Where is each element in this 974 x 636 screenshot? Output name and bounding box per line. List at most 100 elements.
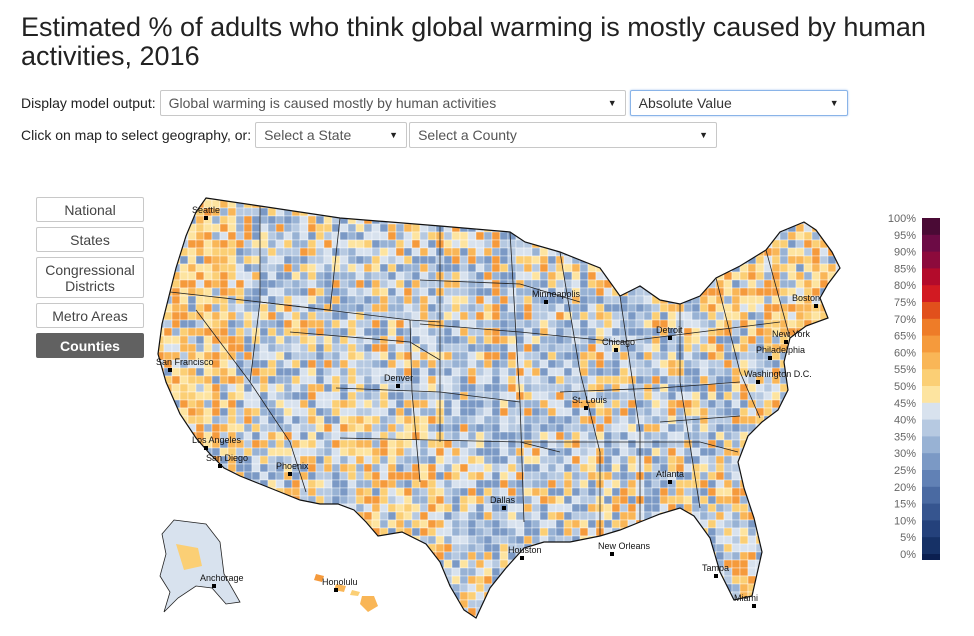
county-cell[interactable] xyxy=(555,463,565,473)
county-cell[interactable] xyxy=(419,263,429,273)
county-cell[interactable] xyxy=(379,303,389,313)
county-cell[interactable] xyxy=(323,519,333,529)
county-cell[interactable] xyxy=(291,351,301,361)
county-cell[interactable] xyxy=(707,199,717,209)
county-cell[interactable] xyxy=(555,399,565,409)
county-cell[interactable] xyxy=(275,567,285,577)
county-cell[interactable] xyxy=(635,231,645,241)
county-cell[interactable] xyxy=(636,624,644,632)
county-cell[interactable] xyxy=(763,487,773,497)
county-cell[interactable] xyxy=(163,223,173,233)
county-cell[interactable] xyxy=(699,479,709,489)
county-cell[interactable] xyxy=(411,503,421,513)
county-cell[interactable] xyxy=(819,511,829,521)
county-cell[interactable] xyxy=(275,551,285,561)
county-cell[interactable] xyxy=(411,263,421,273)
county-cell[interactable] xyxy=(459,247,469,257)
county-cell[interactable] xyxy=(475,423,485,433)
county-cell[interactable] xyxy=(195,327,205,337)
county-cell[interactable] xyxy=(699,447,709,457)
county-cell[interactable] xyxy=(419,255,429,265)
county-cell[interactable] xyxy=(699,583,709,593)
county-cell[interactable] xyxy=(844,368,852,376)
county-cell[interactable] xyxy=(339,335,349,345)
county-cell[interactable] xyxy=(411,311,421,321)
county-cell[interactable] xyxy=(819,535,829,545)
county-cell[interactable] xyxy=(483,391,493,401)
county-cell[interactable] xyxy=(563,271,573,281)
county-cell[interactable] xyxy=(651,519,661,529)
county-cell[interactable] xyxy=(475,463,485,473)
county-cell[interactable] xyxy=(571,559,581,569)
county-cell[interactable] xyxy=(651,503,661,513)
county-cell[interactable] xyxy=(411,551,421,561)
county-cell[interactable] xyxy=(747,463,757,473)
county-cell[interactable] xyxy=(251,407,261,417)
county-cell[interactable] xyxy=(819,199,829,209)
county-cell[interactable] xyxy=(811,375,821,385)
county-cell[interactable] xyxy=(667,279,677,289)
county-cell[interactable] xyxy=(667,255,677,265)
county-cell[interactable] xyxy=(291,279,301,289)
county-cell[interactable] xyxy=(539,423,549,433)
county-cell[interactable] xyxy=(547,463,557,473)
county-cell[interactable] xyxy=(443,463,453,473)
county-cell[interactable] xyxy=(467,239,477,249)
county-cell[interactable] xyxy=(483,423,493,433)
county-cell[interactable] xyxy=(443,295,453,305)
county-cell[interactable] xyxy=(371,495,381,505)
county-cell[interactable] xyxy=(323,439,333,449)
county-cell[interactable] xyxy=(148,512,156,520)
county-cell[interactable] xyxy=(579,319,589,329)
county-cell[interactable] xyxy=(355,495,365,505)
county-cell[interactable] xyxy=(619,327,629,337)
county-cell[interactable] xyxy=(667,615,677,624)
county-cell[interactable] xyxy=(555,591,565,601)
county-cell[interactable] xyxy=(299,567,309,577)
county-cell[interactable] xyxy=(451,247,461,257)
county-cell[interactable] xyxy=(771,455,781,465)
county-cell[interactable] xyxy=(467,535,477,545)
county-cell[interactable] xyxy=(659,543,669,553)
county-cell[interactable] xyxy=(795,543,805,553)
county-cell[interactable] xyxy=(148,232,156,240)
county-cell[interactable] xyxy=(227,479,237,489)
county-cell[interactable] xyxy=(547,559,557,569)
county-cell[interactable] xyxy=(771,303,781,313)
county-cell[interactable] xyxy=(323,599,333,609)
county-cell[interactable] xyxy=(395,343,405,353)
county-cell[interactable] xyxy=(523,383,533,393)
county-cell[interactable] xyxy=(844,392,852,400)
county-cell[interactable] xyxy=(163,463,173,473)
county-cell[interactable] xyxy=(179,399,189,409)
county-cell[interactable] xyxy=(587,231,597,241)
county-cell[interactable] xyxy=(763,223,773,233)
county-cell[interactable] xyxy=(627,495,637,505)
county-cell[interactable] xyxy=(667,495,677,505)
county-cell[interactable] xyxy=(491,231,501,241)
county-cell[interactable] xyxy=(731,271,741,281)
county-cell[interactable] xyxy=(419,599,429,609)
county-cell[interactable] xyxy=(852,624,860,632)
county-cell[interactable] xyxy=(619,479,629,489)
county-cell[interactable] xyxy=(203,231,213,241)
county-cell[interactable] xyxy=(619,351,629,361)
county-cell[interactable] xyxy=(715,223,725,233)
county-cell[interactable] xyxy=(371,279,381,289)
county-cell[interactable] xyxy=(547,351,557,361)
county-cell[interactable] xyxy=(451,439,461,449)
county-cell[interactable] xyxy=(579,327,589,337)
county-cell[interactable] xyxy=(171,479,181,489)
county-cell[interactable] xyxy=(835,271,844,281)
county-cell[interactable] xyxy=(419,615,429,624)
county-cell[interactable] xyxy=(355,247,365,257)
county-cell[interactable] xyxy=(587,247,597,257)
county-cell[interactable] xyxy=(148,472,156,480)
county-cell[interactable] xyxy=(571,479,581,489)
county-cell[interactable] xyxy=(171,335,181,345)
county-cell[interactable] xyxy=(563,207,573,217)
county-cell[interactable] xyxy=(571,583,581,593)
county-cell[interactable] xyxy=(515,311,525,321)
county-cell[interactable] xyxy=(459,559,469,569)
county-cell[interactable] xyxy=(307,383,317,393)
